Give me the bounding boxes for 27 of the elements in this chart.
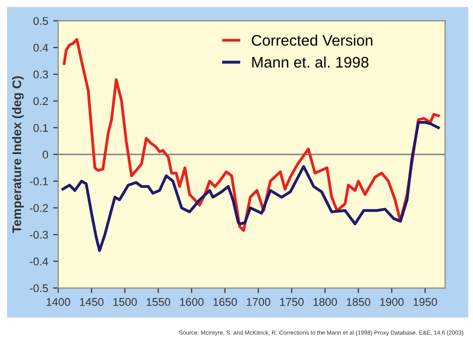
legend-label: Mann et. al. 1998: [252, 56, 368, 68]
x-tick-label: 1950: [414, 298, 438, 306]
x-tick-label: 1650: [213, 298, 237, 306]
y-tick-label: -0.2: [30, 204, 48, 212]
y-axis-title: Temperature Index (deg C): [12, 76, 24, 233]
x-tick-label: 1900: [380, 298, 404, 306]
x-tick-label: 1450: [80, 298, 104, 306]
x-tick-label: 1550: [146, 298, 170, 306]
y-tick-label: 0.2: [33, 97, 48, 106]
x-tick-label: 1600: [180, 298, 204, 306]
y-tick-label: 0.4: [33, 44, 48, 52]
x-tick-label: 1750: [280, 298, 304, 306]
x-tick-label: 1700: [246, 298, 270, 306]
x-tick-label: 1800: [314, 298, 337, 306]
y-tick-label: 0.3: [33, 70, 48, 78]
line-series: [61, 120, 440, 252]
legend-label: Corrected Version: [252, 34, 372, 46]
y-tick-label: -0.5: [30, 284, 48, 292]
x-tick-label: 1850: [346, 298, 370, 306]
y-tick-label: -0.4: [30, 258, 48, 266]
y-tick-label: -0.1: [30, 177, 48, 186]
y-tick-label: 0.1: [33, 124, 48, 132]
y-tick-label: -0.3: [30, 230, 48, 239]
x-tick-label: 1500: [113, 298, 137, 306]
y-tick-label: 0: [42, 150, 48, 159]
y-tick-label: 0.5: [33, 17, 48, 25]
x-tick-label: 1400: [46, 298, 70, 306]
